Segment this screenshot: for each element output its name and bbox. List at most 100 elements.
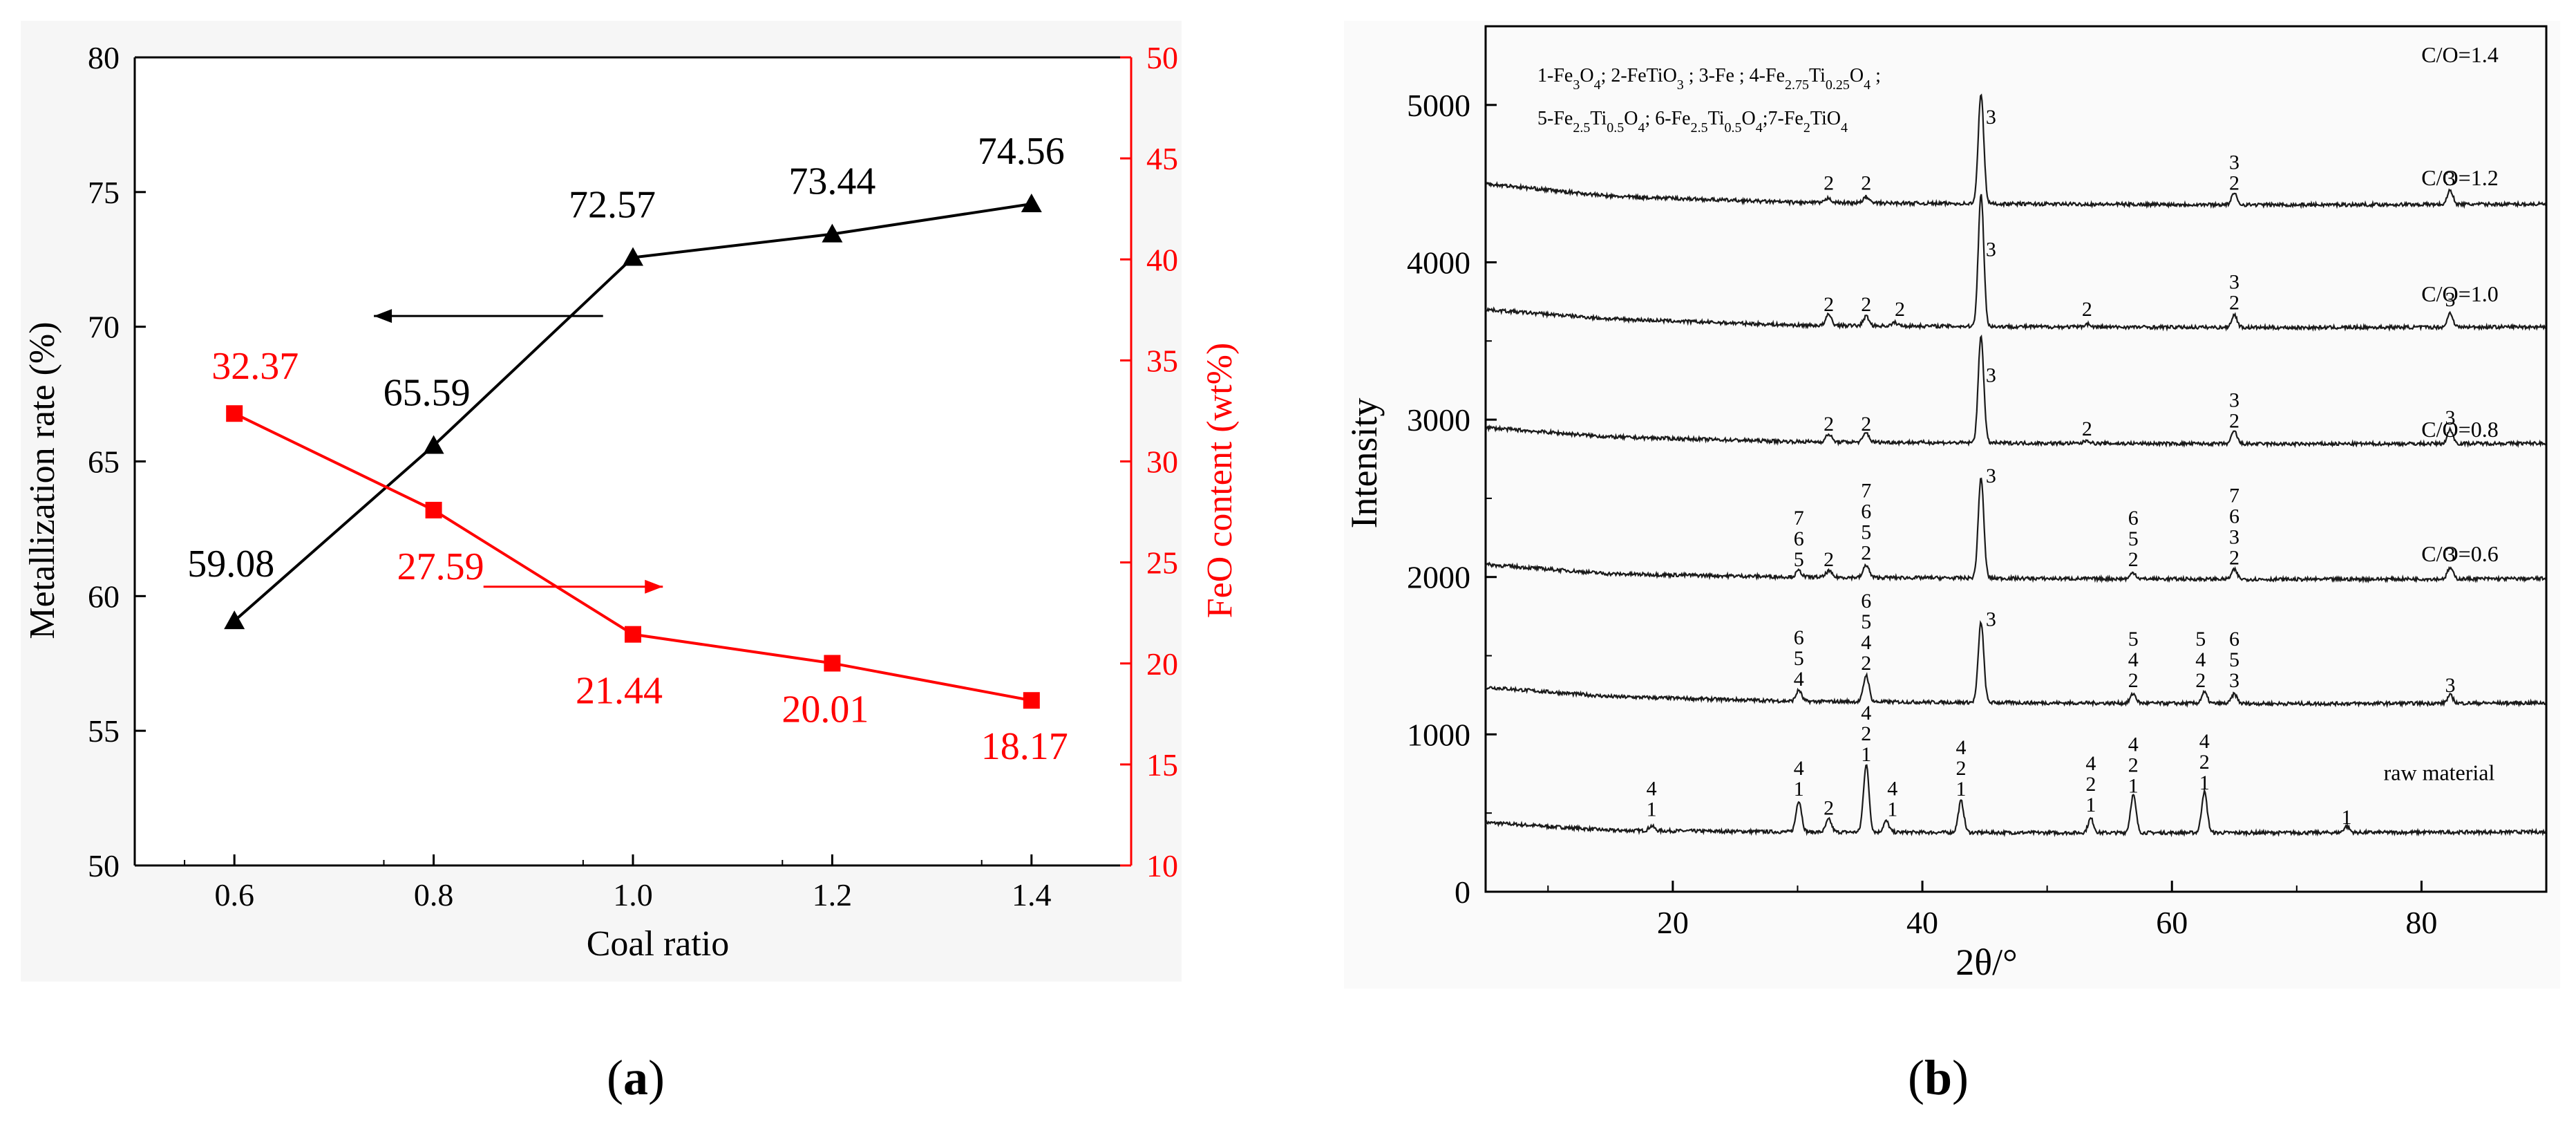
y-tick-label: 55	[88, 713, 120, 749]
composition-legend-line: 1-Fe3O4; 2-FeTiO3 ; 3-Fe ; 4-Fe2.75Ti0.2…	[1537, 65, 1881, 93]
peak-annotation: 2	[1895, 298, 1905, 321]
triangle-marker	[822, 223, 843, 243]
x-tick-label: 1.0	[613, 877, 653, 912]
series-name: C/O=0.6	[2421, 541, 2498, 566]
data-label: 73.44	[788, 160, 875, 203]
x-tick-label: 60	[2156, 905, 2188, 940]
data-label: 72.57	[569, 184, 656, 227]
y-tick-label: 60	[88, 579, 120, 614]
panel-a-chart: 0.6 0.8 1.0 1.2 1.4 50 55 60 65 70 75 80 10 15 20 25 3…	[21, 21, 1240, 982]
peak-annotation: 2	[1824, 172, 1834, 195]
peak-annotation: 3	[1986, 106, 1996, 129]
y2-tick-label: 45	[1146, 141, 1178, 176]
peak-annotation: 3	[2445, 543, 2455, 566]
data-label: 18.17	[981, 725, 1068, 768]
data-label: 27.59	[397, 545, 484, 588]
y2-tick-label: 10	[1146, 848, 1178, 883]
triangle-marker	[1021, 193, 1042, 212]
y-tick-label: 65	[88, 444, 120, 480]
y2-tick-label: 40	[1146, 242, 1178, 277]
xrd-pattern-line	[1485, 334, 2546, 449]
y-axis-label: Metallization rate (%)	[23, 321, 62, 639]
xrd-pattern-line	[1485, 619, 2547, 709]
data-label: 65.59	[383, 372, 471, 415]
peak-annotation: 3	[1986, 608, 1996, 630]
arrow-head	[374, 309, 392, 324]
data-label: 74.56	[978, 130, 1065, 173]
peak-annotation: 3	[2445, 406, 2455, 429]
x-tick-label: 1.4	[1012, 877, 1052, 912]
y-tick-label: 2000	[1407, 560, 1470, 595]
x-axis-label: 2θ/°	[1955, 942, 2017, 983]
composition-legend-line: 5-Fe2.5Ti0.5O4; 6-Fe2.5Ti0.5O4;7-Fe2TiO4	[1537, 108, 1848, 135]
triangle-marker	[224, 610, 245, 630]
xrd-pattern-line	[1484, 764, 2547, 838]
y-tick-label: 80	[88, 40, 120, 75]
peak-annotation: 2	[2082, 298, 2092, 321]
peak-annotation: 3	[2445, 674, 2455, 697]
y2-tick-label: 25	[1146, 545, 1178, 581]
panel-b-label: (b)	[1908, 1050, 1969, 1105]
data-label: 59.08	[187, 543, 274, 586]
peak-annotation: 3	[2445, 167, 2455, 190]
series-name: C/O=1.4	[2421, 42, 2498, 67]
y2-tick-label: 35	[1146, 343, 1178, 378]
y-tick-label: 1000	[1407, 717, 1470, 752]
triangle-marker	[623, 247, 643, 266]
square-marker	[625, 626, 641, 643]
x-tick-label: 80	[2405, 905, 2437, 940]
series-name: C/O=0.8	[2421, 417, 2498, 442]
x-tick-label: 40	[1906, 905, 1938, 940]
peak-annotation: 2	[1861, 293, 1871, 316]
x-axis-label: Coal ratio	[587, 924, 730, 964]
peak-annotation: 3	[2445, 288, 2455, 311]
xrd-pattern-line	[1484, 194, 2547, 332]
triangle-marker	[423, 435, 444, 454]
y2-tick-label: 20	[1146, 646, 1178, 682]
y-tick-label: 4000	[1407, 245, 1470, 280]
plot-frame	[1484, 25, 2548, 893]
peak-annotation: 3	[1986, 238, 1996, 261]
square-marker	[824, 655, 841, 672]
square-marker	[425, 501, 442, 518]
series-name: C/O=1.2	[2421, 165, 2498, 190]
y-tick-label: 5000	[1407, 88, 1470, 123]
series-name: C/O=1.0	[2421, 281, 2498, 306]
peak-annotation: 2	[1824, 413, 1834, 435]
y2-axis-label: FeO content (wt%)	[1200, 343, 1240, 619]
peak-annotation: 3	[1986, 364, 1996, 386]
x-tick-label: 0.8	[414, 877, 454, 912]
y-tick-label: 75	[88, 175, 120, 210]
peak-annotation: 2	[2082, 418, 2092, 440]
peak-annotation: 2	[1861, 413, 1871, 435]
panel-a-label: (a)	[607, 1050, 665, 1105]
peak-annotation: 1	[2342, 806, 2352, 829]
x-tick-label: 20	[1657, 905, 1689, 940]
square-marker	[226, 405, 243, 422]
plot-area	[135, 57, 1131, 865]
x-tick-label: 1.2	[813, 877, 853, 912]
square-marker	[1023, 692, 1040, 709]
y-tick-label: 0	[1455, 874, 1470, 910]
y2-tick-label: 30	[1146, 444, 1178, 480]
peak-annotation: 3	[1986, 465, 1996, 487]
xrd-pattern-line	[1485, 93, 2547, 209]
data-label: 20.01	[782, 688, 869, 731]
